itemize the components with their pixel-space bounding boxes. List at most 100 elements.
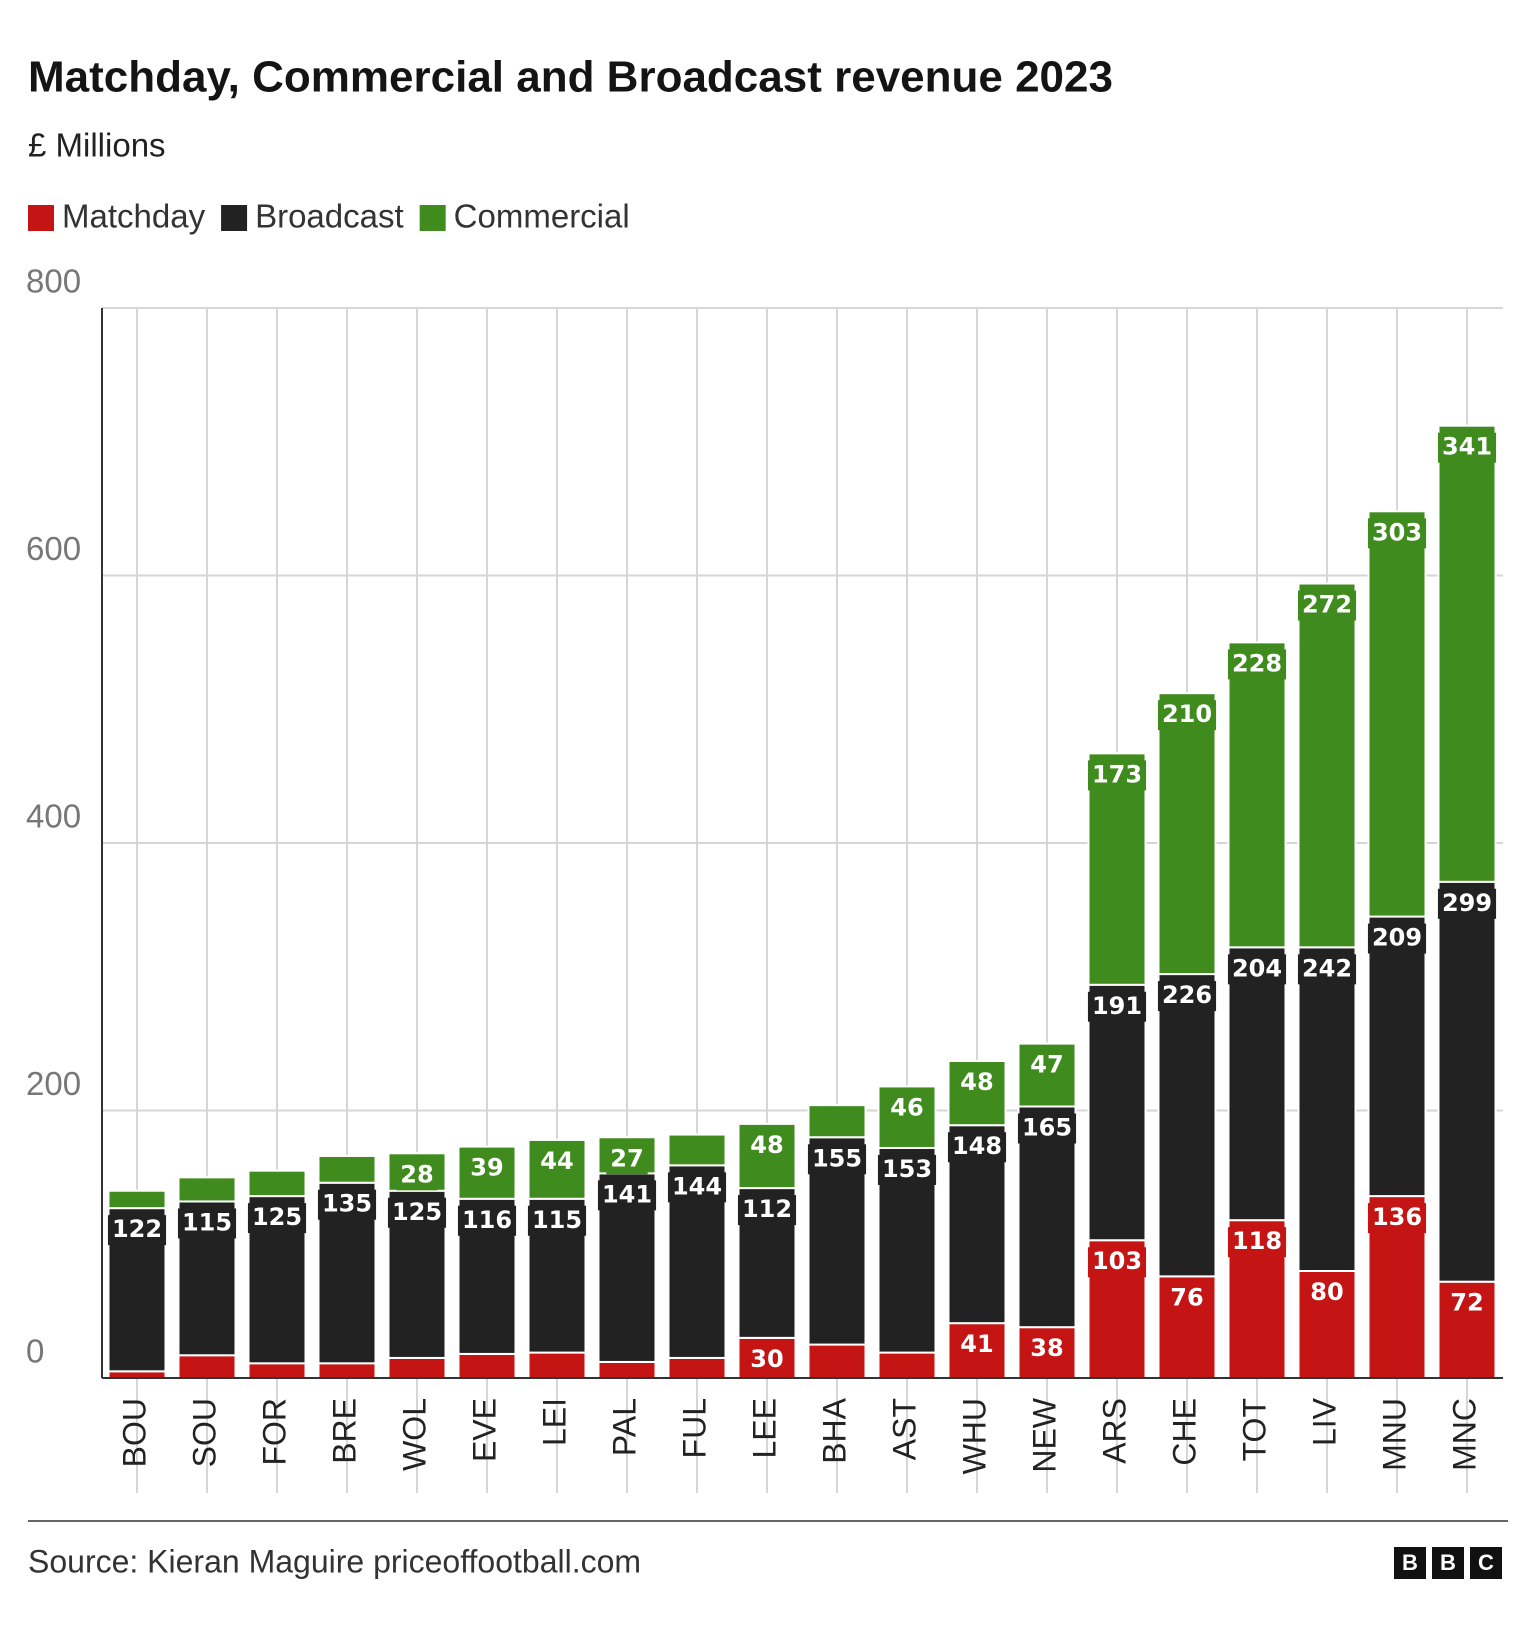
x-tick-label: NEW <box>1026 1397 1062 1472</box>
value-label: 48 <box>960 1068 993 1096</box>
x-tick-label: BRE <box>326 1398 362 1464</box>
value-label: 204 <box>1232 954 1282 982</box>
value-label-bg <box>107 1215 167 1246</box>
logo-letter: B <box>1402 1550 1418 1575</box>
value-label-bg <box>737 1195 797 1226</box>
value-label-bg <box>877 1154 937 1185</box>
bar-segment <box>387 1356 447 1379</box>
value-label: 125 <box>392 1198 442 1226</box>
value-label-bg <box>1157 981 1217 1012</box>
value-label-bg <box>1227 1227 1287 1258</box>
y-tick-label: 400 <box>26 798 81 835</box>
x-tick-label: BHA <box>816 1397 852 1463</box>
value-label: 80 <box>1310 1278 1343 1306</box>
value-label-bg <box>746 1344 788 1375</box>
bar-segment <box>317 1154 377 1184</box>
value-label: 30 <box>750 1345 783 1373</box>
value-label: 48 <box>750 1131 783 1159</box>
bar-segment <box>1227 641 1287 949</box>
bar-segment <box>1157 973 1217 1278</box>
x-tick-label: FOR <box>256 1398 292 1466</box>
value-label-bg <box>1017 1113 1077 1144</box>
value-label-bg <box>1026 1334 1068 1365</box>
bar-segment <box>807 1104 867 1139</box>
legend-label: Broadcast <box>255 198 404 235</box>
chart-title: Matchday, Commercial and Broadcast reven… <box>28 53 1113 102</box>
bar-segment <box>1367 915 1427 1198</box>
value-label: 38 <box>1030 1334 1063 1362</box>
value-label: 136 <box>1372 1203 1422 1231</box>
chart-subtitle: £ Millions <box>28 127 166 164</box>
value-label: 165 <box>1022 1113 1072 1141</box>
value-label: 144 <box>672 1172 722 1200</box>
bar-segment <box>807 1343 867 1379</box>
logo-box <box>1470 1547 1502 1579</box>
value-label: 242 <box>1302 954 1352 982</box>
value-label-bg <box>807 1144 867 1175</box>
value-label-bg <box>457 1205 517 1236</box>
value-label-bg <box>947 1132 1007 1163</box>
bar-segment <box>1437 880 1497 1283</box>
value-label-bg <box>536 1146 578 1177</box>
bar-segment <box>667 1356 727 1379</box>
logo-box <box>1394 1547 1426 1579</box>
value-label-bg <box>466 1153 508 1184</box>
value-label-bg <box>1227 649 1287 680</box>
value-label: 226 <box>1162 981 1212 1009</box>
value-label: 118 <box>1232 1227 1282 1255</box>
value-label-bg <box>1437 432 1497 463</box>
y-tick-label: 600 <box>26 530 81 567</box>
value-label: 47 <box>1030 1051 1063 1079</box>
value-label: 41 <box>960 1330 993 1358</box>
x-tick-label: LIV <box>1306 1397 1342 1446</box>
value-label-bg <box>1227 954 1287 985</box>
legend-label: Matchday <box>62 198 206 235</box>
source: Source: Kieran Maguire priceoffootball.c… <box>28 1543 641 1579</box>
x-tick-label: BOU <box>116 1398 152 1467</box>
value-label-bg <box>606 1144 648 1175</box>
value-label: 76 <box>1170 1283 1203 1311</box>
value-label: 44 <box>540 1147 573 1175</box>
value-label: 272 <box>1302 591 1352 619</box>
value-label: 115 <box>532 1206 582 1234</box>
value-label-bg <box>1367 1203 1427 1234</box>
value-label: 228 <box>1232 649 1282 677</box>
x-tick-label: MNU <box>1376 1398 1412 1471</box>
value-label-bg <box>1087 760 1147 791</box>
bar-segment <box>177 1176 237 1203</box>
value-label-bg <box>1437 888 1497 919</box>
bar-segment <box>317 1362 377 1379</box>
value-label: 46 <box>890 1093 923 1121</box>
value-label: 141 <box>602 1180 652 1208</box>
bar-segment <box>107 1370 167 1379</box>
value-label-bg <box>1306 1278 1348 1308</box>
x-tick-label: TOT <box>1236 1398 1272 1461</box>
value-label: 148 <box>952 1132 1002 1160</box>
value-label-bg <box>597 1180 657 1211</box>
value-label: 210 <box>1162 700 1212 728</box>
logo-letter: C <box>1478 1550 1494 1575</box>
value-label: 341 <box>1442 433 1492 461</box>
logo-box <box>1432 1547 1464 1579</box>
value-label: 155 <box>812 1144 862 1172</box>
bar-segment <box>1227 946 1287 1222</box>
value-label: 303 <box>1372 518 1422 546</box>
value-label: 112 <box>742 1195 792 1223</box>
value-label-bg <box>1297 590 1357 621</box>
bar-segment <box>1087 983 1147 1242</box>
value-label-bg <box>1446 1288 1488 1319</box>
x-tick-label: WHU <box>956 1398 992 1474</box>
value-label-bg <box>746 1130 788 1161</box>
value-label-bg <box>1087 1247 1147 1278</box>
value-label-bg <box>1367 923 1427 954</box>
value-label-bg <box>1157 700 1217 731</box>
value-label: 72 <box>1450 1289 1483 1317</box>
y-tick-label: 0 <box>26 1333 44 1370</box>
value-label-bg <box>1367 518 1427 549</box>
x-tick-label: EVE <box>466 1398 502 1462</box>
value-label-bg <box>1297 954 1357 985</box>
x-tick-label: AST <box>886 1398 922 1460</box>
value-label: 103 <box>1092 1247 1142 1275</box>
x-tick-label: ARS <box>1096 1398 1132 1464</box>
x-tick-label: CHE <box>1166 1398 1202 1466</box>
